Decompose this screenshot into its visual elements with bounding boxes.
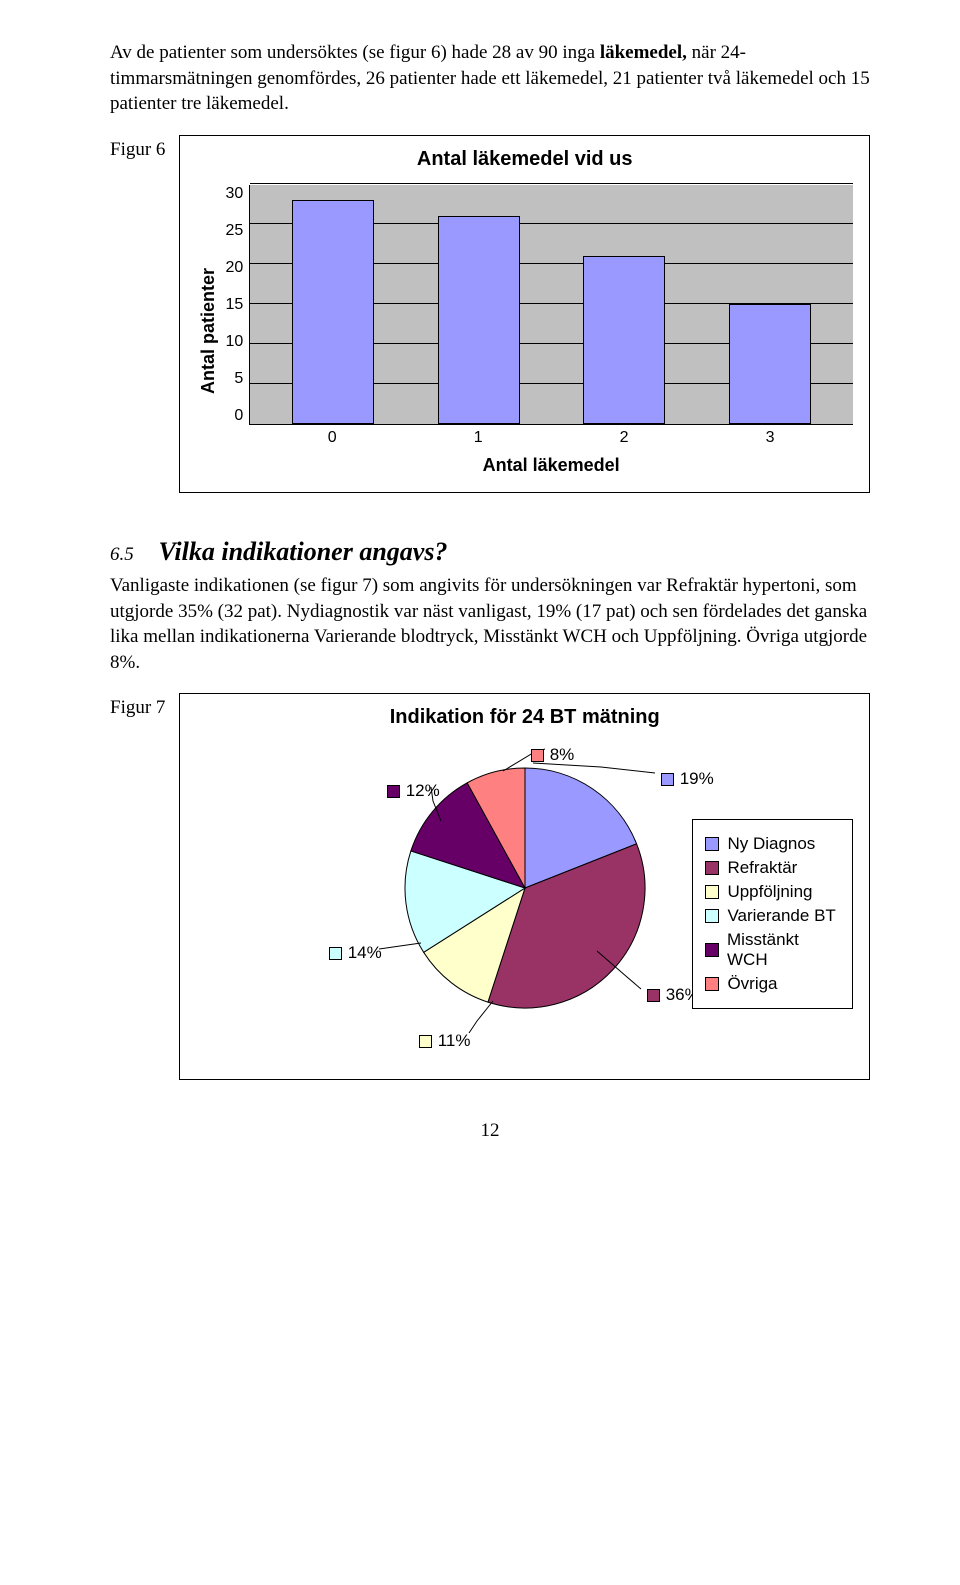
figure-7-label: Figur 7 bbox=[110, 693, 165, 719]
square-icon bbox=[419, 1035, 432, 1048]
legend-label: Uppföljning bbox=[727, 882, 812, 902]
leader-line bbox=[379, 943, 421, 949]
square-icon bbox=[661, 773, 674, 786]
square-icon bbox=[329, 947, 342, 960]
legend-label: Ny Diagnos bbox=[727, 834, 815, 854]
legend-label: Övriga bbox=[727, 974, 777, 994]
square-icon bbox=[531, 749, 544, 762]
pie-callout: 14% bbox=[329, 943, 382, 963]
legend-label: Varierande BT bbox=[727, 906, 835, 926]
figure-6-row: Figur 6 Antal läkemedel vid us Antal pat… bbox=[110, 135, 870, 493]
pie-callout-text: 12% bbox=[406, 781, 440, 800]
x-tick: 2 bbox=[620, 429, 629, 447]
y-tick: 15 bbox=[225, 296, 243, 314]
y-tick: 25 bbox=[225, 222, 243, 240]
figure-6-yticks: 30 25 20 15 10 5 0 bbox=[225, 185, 249, 447]
bar bbox=[583, 256, 665, 424]
page-number: 12 bbox=[110, 1120, 870, 1142]
figure-6-chart: Antal läkemedel vid us Antal patienter 3… bbox=[179, 135, 870, 493]
figure-6-ylabel: Antal patienter bbox=[196, 185, 221, 476]
legend-item: Refraktär bbox=[705, 858, 840, 878]
bar bbox=[292, 200, 374, 424]
pie-callout: 12% bbox=[387, 781, 440, 801]
figure-7-body: 19%36%11%14%12%8% Ny DiagnosRefraktärUpp… bbox=[196, 743, 853, 1063]
section-number: 6.5 bbox=[110, 544, 134, 565]
pie-callout-text: 14% bbox=[348, 943, 382, 962]
square-icon bbox=[705, 837, 719, 851]
y-tick: 0 bbox=[234, 407, 243, 425]
section-6-5-heading: 6.5 Vilka indikationer angavs? bbox=[110, 537, 870, 567]
bar bbox=[729, 304, 811, 424]
legend-item: Misstänkt WCH bbox=[705, 930, 840, 970]
y-tick: 30 bbox=[225, 185, 243, 203]
figure-6-xlabel: Antal läkemedel bbox=[249, 455, 853, 476]
x-tick: 0 bbox=[328, 429, 337, 447]
pie-callout: 19% bbox=[661, 769, 714, 789]
legend-item: Övriga bbox=[705, 974, 840, 994]
square-icon bbox=[705, 909, 719, 923]
figure-6-label: Figur 6 bbox=[110, 135, 165, 161]
figure-7-row: Figur 7 Indikation för 24 BT mätning 19%… bbox=[110, 693, 870, 1080]
square-icon bbox=[705, 861, 719, 875]
figure-6-title: Antal läkemedel vid us bbox=[196, 148, 853, 171]
intro-paragraph: Av de patienter som undersöktes (se figu… bbox=[110, 40, 870, 117]
square-icon bbox=[387, 785, 400, 798]
legend-label: Misstänkt WCH bbox=[727, 930, 840, 970]
square-icon bbox=[647, 989, 660, 1002]
figure-6-plot bbox=[249, 185, 853, 425]
bold-word: läkemedel, bbox=[600, 42, 687, 63]
square-icon bbox=[705, 943, 719, 957]
figure-7-chart: Indikation för 24 BT mätning 19%36%11%14… bbox=[179, 693, 870, 1080]
figure-7-title: Indikation för 24 BT mätning bbox=[196, 706, 853, 729]
leader-line bbox=[469, 1001, 493, 1033]
pie-callout-text: 8% bbox=[550, 745, 575, 764]
x-tick: 1 bbox=[474, 429, 483, 447]
gridline bbox=[250, 183, 853, 184]
pie-callout-text: 11% bbox=[438, 1031, 471, 1050]
x-tick: 3 bbox=[766, 429, 775, 447]
section-title: Vilka indikationer angavs? bbox=[159, 537, 448, 566]
legend-item: Ny Diagnos bbox=[705, 834, 840, 854]
bar bbox=[438, 216, 520, 424]
y-tick: 5 bbox=[234, 370, 243, 388]
figure-6-xticks: 0 1 2 3 bbox=[249, 425, 853, 447]
square-icon bbox=[705, 977, 719, 991]
legend-item: Varierande BT bbox=[705, 906, 840, 926]
legend-item: Uppföljning bbox=[705, 882, 840, 902]
figure-7-legend: Ny Diagnos Refraktär Uppföljning Varierande… bbox=[692, 819, 853, 1009]
square-icon bbox=[705, 885, 719, 899]
y-tick: 10 bbox=[225, 333, 243, 351]
section-body: Vanligaste indikationen (se figur 7) som… bbox=[110, 573, 870, 676]
legend-label: Refraktär bbox=[727, 858, 797, 878]
pie-callout: 8% bbox=[531, 745, 575, 765]
pie-callout: 11% bbox=[419, 1031, 471, 1051]
pie-callout-text: 19% bbox=[680, 769, 714, 788]
y-tick: 20 bbox=[225, 259, 243, 277]
